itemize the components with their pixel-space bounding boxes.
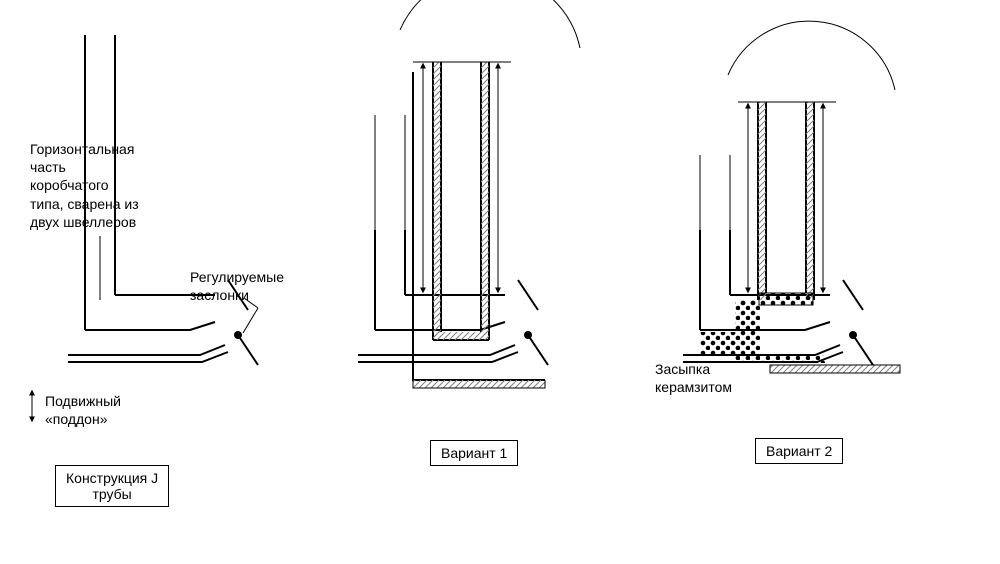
variant2-diagram xyxy=(683,21,900,373)
annot-keramzit: Засыпкакерамзитом xyxy=(655,360,732,396)
variant1-diagram xyxy=(358,0,580,388)
annot-tray: Подвижный«поддон» xyxy=(45,392,121,428)
annot-welded: Горизонтальнаячастькоробчатоготипа, свар… xyxy=(30,140,139,231)
title-var1: Вариант 1 xyxy=(430,440,518,466)
title-left: Конструкция Jтрубы xyxy=(55,465,169,507)
diagram-canvas: Горизонтальнаячастькоробчатоготипа, свар… xyxy=(0,0,1000,564)
annot-damper: Регулируемыезаслонки xyxy=(190,268,284,304)
title-var2: Вариант 2 xyxy=(755,438,843,464)
